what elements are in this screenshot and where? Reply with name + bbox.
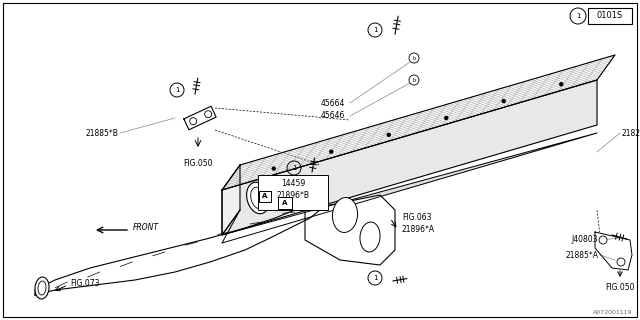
Text: 21896*B: 21896*B (276, 191, 310, 201)
Text: A: A (262, 193, 268, 199)
Circle shape (599, 236, 607, 244)
Polygon shape (305, 195, 395, 265)
Polygon shape (222, 80, 597, 235)
Circle shape (560, 83, 563, 86)
Text: 1: 1 (576, 13, 580, 19)
Text: 1: 1 (372, 27, 377, 33)
Bar (258, 175, 328, 210)
Text: FIG.050: FIG.050 (183, 158, 212, 167)
Ellipse shape (332, 197, 358, 232)
Circle shape (205, 111, 212, 118)
Text: J40803: J40803 (572, 236, 598, 244)
Text: 1: 1 (292, 165, 296, 171)
Circle shape (387, 133, 390, 136)
Text: 21885*B: 21885*B (85, 129, 118, 138)
Circle shape (272, 167, 275, 170)
Text: 21896*A: 21896*A (402, 226, 435, 235)
Circle shape (502, 100, 505, 103)
Text: 45646: 45646 (321, 111, 345, 121)
Ellipse shape (38, 281, 46, 295)
Circle shape (617, 258, 625, 266)
Text: 14459: 14459 (281, 179, 305, 188)
Text: b: b (412, 55, 415, 60)
Text: 21821: 21821 (622, 129, 640, 138)
Circle shape (445, 116, 448, 119)
Text: FIG.073: FIG.073 (70, 278, 99, 287)
Ellipse shape (35, 277, 49, 299)
Polygon shape (35, 208, 320, 295)
Polygon shape (222, 133, 597, 243)
Polygon shape (222, 165, 240, 235)
Text: b: b (412, 77, 415, 83)
Ellipse shape (246, 182, 269, 214)
Text: 0101S: 0101S (597, 12, 623, 20)
Polygon shape (184, 106, 216, 130)
Ellipse shape (251, 187, 266, 209)
Bar (588, 8, 632, 24)
Circle shape (330, 150, 333, 153)
Text: 45664: 45664 (321, 99, 345, 108)
Polygon shape (595, 232, 632, 270)
Text: A072001119: A072001119 (593, 309, 632, 315)
Text: FRONT: FRONT (133, 223, 159, 233)
Polygon shape (222, 55, 615, 190)
Text: 21885*A: 21885*A (565, 251, 598, 260)
Bar (259, 190, 271, 202)
Text: FIG.063: FIG.063 (402, 213, 431, 222)
Text: 1: 1 (372, 275, 377, 281)
Bar (278, 197, 292, 209)
Text: A: A (282, 200, 288, 206)
Text: 1: 1 (175, 87, 179, 93)
Ellipse shape (360, 222, 380, 252)
Circle shape (189, 118, 196, 125)
Text: FIG.050: FIG.050 (605, 284, 635, 292)
